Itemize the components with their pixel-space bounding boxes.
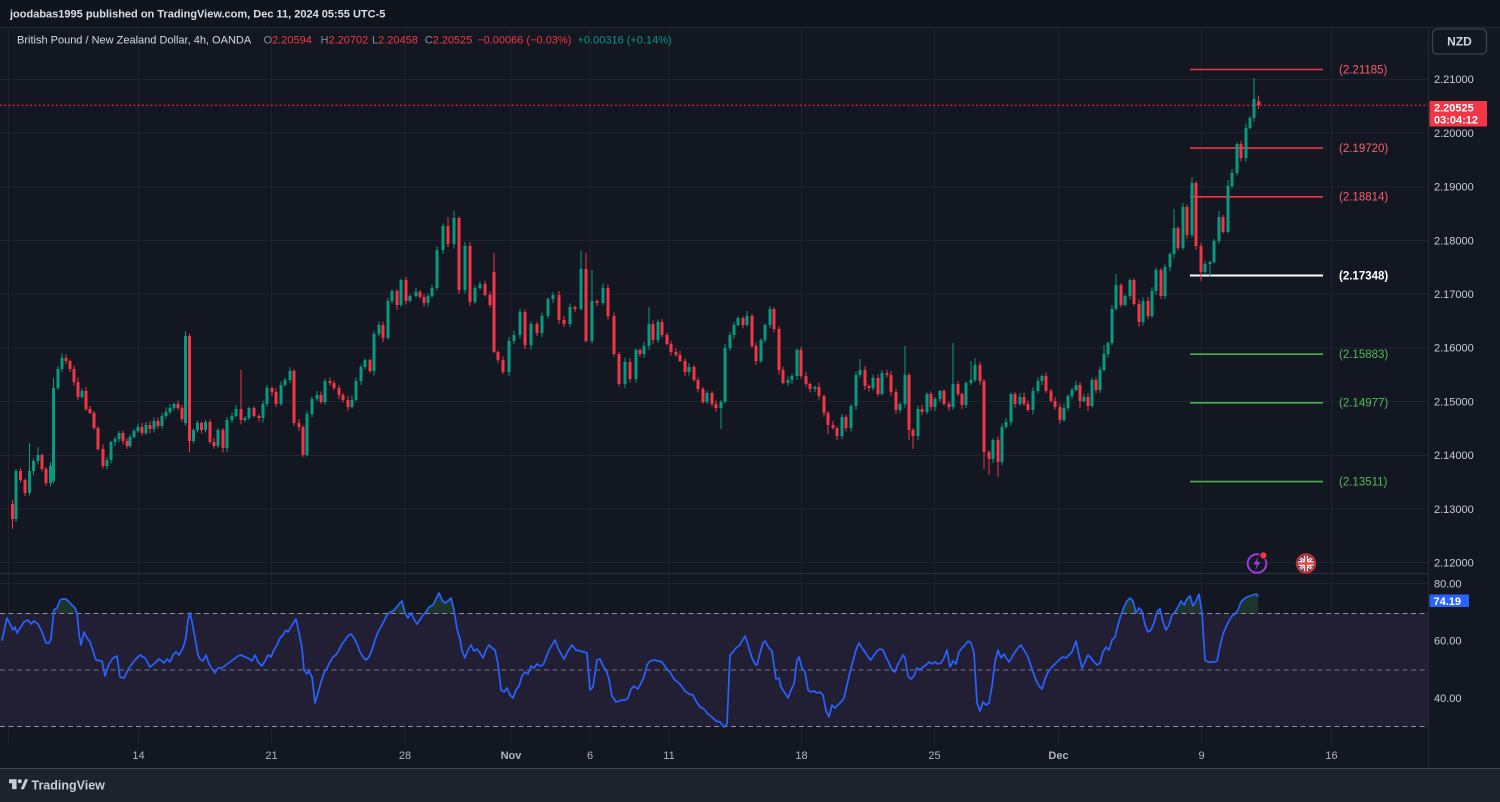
svg-text:2.14000: 2.14000 bbox=[1434, 450, 1474, 462]
svg-text:C2.20525: C2.20525 bbox=[425, 35, 473, 47]
svg-text:80.00: 80.00 bbox=[1434, 578, 1462, 590]
svg-text:18: 18 bbox=[795, 750, 807, 762]
svg-text:Dec: Dec bbox=[1048, 750, 1068, 762]
svg-text:2.15000: 2.15000 bbox=[1434, 396, 1474, 408]
svg-text:joodabas1995 published on Trad: joodabas1995 published on TradingView.co… bbox=[9, 9, 385, 21]
svg-text:14: 14 bbox=[132, 750, 144, 762]
svg-text:9: 9 bbox=[1198, 750, 1204, 762]
svg-text:+0.00316 (+0.14%): +0.00316 (+0.14%) bbox=[578, 35, 672, 47]
svg-text:11: 11 bbox=[663, 750, 674, 762]
svg-text:(2.21185): (2.21185) bbox=[1339, 64, 1388, 76]
svg-text:40.00: 40.00 bbox=[1434, 693, 1462, 705]
svg-text:(2.17348): (2.17348) bbox=[1339, 270, 1388, 282]
svg-text:NZD: NZD bbox=[1447, 35, 1472, 49]
svg-text:2.20000: 2.20000 bbox=[1434, 128, 1474, 140]
svg-text:28: 28 bbox=[399, 750, 411, 762]
svg-text:6: 6 bbox=[587, 750, 593, 762]
svg-text:16: 16 bbox=[1325, 750, 1337, 762]
svg-text:2.16000: 2.16000 bbox=[1434, 343, 1474, 355]
svg-text:O2.20594: O2.20594 bbox=[264, 35, 312, 47]
svg-text:H2.20702: H2.20702 bbox=[321, 35, 369, 47]
svg-text:(2.19720): (2.19720) bbox=[1339, 143, 1388, 155]
svg-text:Nov: Nov bbox=[501, 750, 523, 762]
svg-text:03:04:12: 03:04:12 bbox=[1434, 115, 1478, 127]
svg-text:(2.18814): (2.18814) bbox=[1339, 192, 1388, 204]
svg-text:2.13000: 2.13000 bbox=[1434, 504, 1474, 516]
svg-text:British Pound / New Zealand Do: British Pound / New Zealand Dollar, 4h, … bbox=[17, 35, 252, 47]
svg-text:25: 25 bbox=[928, 750, 940, 762]
svg-text:2.20525: 2.20525 bbox=[1434, 103, 1474, 115]
svg-text:74.19: 74.19 bbox=[1434, 596, 1462, 608]
svg-text:−0.00066 (−0.03%): −0.00066 (−0.03%) bbox=[477, 35, 571, 47]
svg-text:2.17000: 2.17000 bbox=[1434, 289, 1474, 301]
svg-text:(2.14977): (2.14977) bbox=[1339, 398, 1388, 410]
svg-text:2.18000: 2.18000 bbox=[1434, 235, 1474, 247]
svg-text:2.19000: 2.19000 bbox=[1434, 182, 1474, 194]
svg-text:(2.13511): (2.13511) bbox=[1339, 476, 1388, 488]
svg-text:2.12000: 2.12000 bbox=[1434, 558, 1474, 570]
svg-text:(2.15883): (2.15883) bbox=[1339, 349, 1388, 361]
svg-text:TradingView: TradingView bbox=[32, 778, 106, 792]
svg-text:21: 21 bbox=[265, 750, 277, 762]
svg-text:L2.20458: L2.20458 bbox=[372, 35, 418, 47]
svg-text:2.21000: 2.21000 bbox=[1434, 74, 1474, 86]
svg-text:60.00: 60.00 bbox=[1434, 636, 1462, 648]
